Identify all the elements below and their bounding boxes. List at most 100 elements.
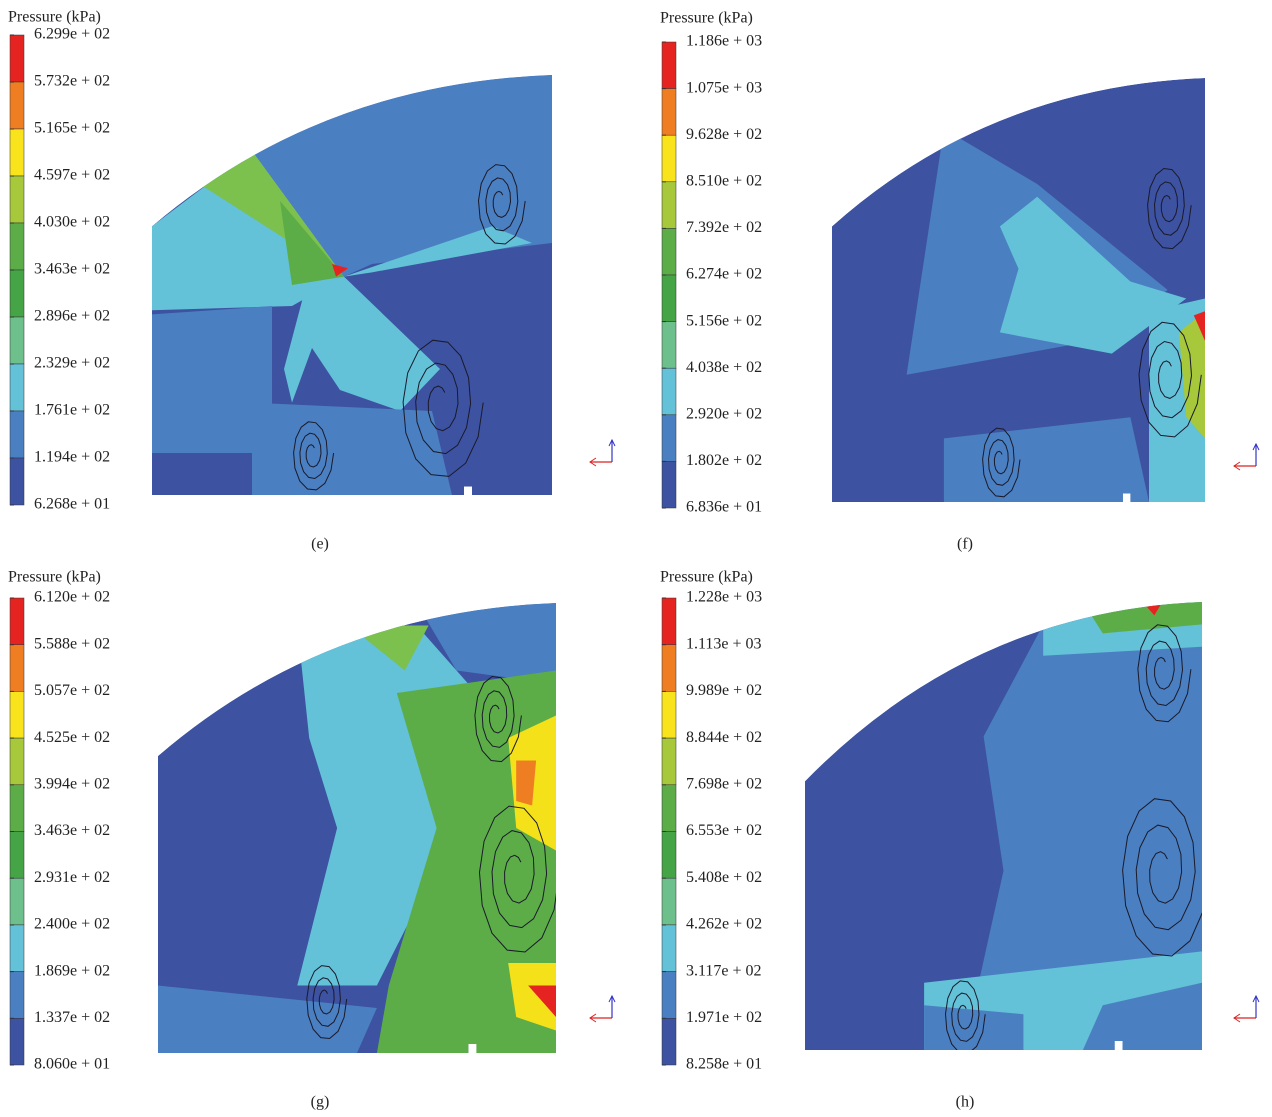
legend-swatch bbox=[662, 182, 676, 229]
panel: Pressure (kPa)6.299e + 02 5.732e + 02 5.16… bbox=[8, 9, 615, 553]
pressure-region bbox=[252, 403, 452, 495]
legend-label: 5.732e + 02 bbox=[34, 73, 110, 90]
legend-swatch bbox=[662, 832, 676, 879]
panel: Pressure (kPa)1.186e + 031.075e + 039.62… bbox=[660, 10, 1259, 553]
legend-label: 4.030e + 02 bbox=[34, 214, 110, 231]
legend-label: 3.994e + 02 bbox=[34, 775, 110, 792]
legend-label: 4.525e + 02 bbox=[34, 729, 110, 746]
legend-swatch bbox=[662, 228, 676, 275]
legend-label: 1.802e + 02 bbox=[686, 452, 762, 469]
legend-label: 1.337e + 02 bbox=[34, 1009, 110, 1026]
legend-label: 2.896e + 02 bbox=[34, 308, 110, 325]
legend-swatch bbox=[10, 598, 24, 645]
caption: (g) bbox=[311, 1094, 330, 1111]
legend-swatch bbox=[10, 738, 24, 785]
legend-title: Pressure (kPa) bbox=[8, 9, 101, 26]
legend-swatch bbox=[10, 223, 24, 270]
legend-swatch bbox=[662, 415, 676, 462]
legend-swatch bbox=[662, 598, 676, 645]
legend-swatch bbox=[662, 738, 676, 785]
legend-label: 6.268e + 01 bbox=[34, 496, 110, 513]
legend-label: 1.228e + 03 bbox=[686, 589, 762, 606]
contour-plot bbox=[832, 78, 1205, 502]
legend-swatch bbox=[662, 42, 676, 89]
legend-swatch bbox=[10, 129, 24, 176]
legend-label: 2.329e + 02 bbox=[34, 355, 110, 372]
legend-swatch bbox=[662, 785, 676, 832]
figure: Pressure (kPa)6.299e + 025.732e + 025.16… bbox=[0, 0, 1272, 1117]
legend-label: 5.057e + 02 bbox=[34, 682, 110, 699]
legend-label: 8.060e + 01 bbox=[34, 1056, 110, 1073]
legend-label: 5.408e + 02 bbox=[686, 869, 762, 886]
legend-swatch bbox=[10, 82, 24, 129]
legend-label: 1.194e + 02 bbox=[34, 449, 110, 466]
legend-label: 4.597e + 02 bbox=[34, 167, 110, 184]
legend-label: 4.262e + 02 bbox=[686, 916, 762, 933]
caption: (f) bbox=[957, 536, 973, 553]
legend-swatch bbox=[10, 270, 24, 317]
caption: (e) bbox=[311, 536, 329, 553]
legend-swatch bbox=[10, 878, 24, 925]
panel: Pressure (kPa) 6.120e + 02 5.588e + 02 5.05… bbox=[8, 569, 615, 1111]
legend-swatch bbox=[10, 411, 24, 458]
legend-label: 4.038e + 02 bbox=[686, 359, 762, 376]
legend-label: 6.120e + 02 bbox=[34, 589, 110, 606]
legend-swatch bbox=[10, 176, 24, 223]
panel: Pressure (kPa) 1.228e + 03 1.113e + 03 9.98… bbox=[660, 569, 1259, 1111]
legend-label: 9.989e + 02 bbox=[686, 682, 762, 699]
legend-label: 6.299e + 02 bbox=[34, 26, 110, 43]
legend-swatch bbox=[662, 368, 676, 415]
legend-label: 1.869e + 02 bbox=[34, 962, 110, 979]
legend-swatch bbox=[662, 135, 676, 182]
legend-swatch bbox=[10, 925, 24, 972]
legend-swatch bbox=[10, 364, 24, 411]
legend-swatch bbox=[10, 691, 24, 738]
legend-label: 3.463e + 02 bbox=[34, 822, 110, 839]
legend-label: 1.113e + 03 bbox=[686, 635, 762, 652]
legend-swatch bbox=[662, 691, 676, 738]
legend-swatch bbox=[662, 461, 676, 508]
legend-label: 7.698e + 02 bbox=[686, 775, 762, 792]
legend-swatch bbox=[10, 317, 24, 364]
legend-label: 5.165e + 02 bbox=[34, 120, 110, 137]
legend-label: 8.258e + 01 bbox=[686, 1056, 762, 1073]
legend-title: Pressure (kPa) bbox=[8, 569, 101, 586]
legend-swatch bbox=[662, 322, 676, 369]
contour-plot bbox=[152, 75, 552, 495]
contour-plot bbox=[158, 603, 559, 1053]
legend-label: 6.553e + 02 bbox=[686, 822, 762, 839]
legend-label: 5.588e + 02 bbox=[34, 635, 110, 652]
legend-label: 8.844e + 02 bbox=[686, 729, 762, 746]
caption: (h) bbox=[956, 1094, 975, 1111]
legend-swatch bbox=[662, 925, 676, 972]
legend-title: Pressure (kPa) bbox=[660, 569, 753, 586]
legend-label: 7.392e + 02 bbox=[686, 219, 762, 236]
legend-label: 6.274e + 02 bbox=[686, 266, 762, 283]
legend-label: 5.156e + 02 bbox=[686, 312, 762, 329]
legend-label: 2.920e + 02 bbox=[686, 405, 762, 422]
legend-swatch bbox=[10, 972, 24, 1019]
legend-label: 3.463e + 02 bbox=[34, 261, 110, 278]
legend-swatch bbox=[10, 458, 24, 505]
legend-swatch bbox=[10, 1018, 24, 1065]
legend-label: 2.400e + 02 bbox=[34, 916, 110, 933]
legend-swatch bbox=[10, 645, 24, 692]
legend-label: 2.931e + 02 bbox=[34, 869, 110, 886]
legend-swatch bbox=[10, 35, 24, 82]
legend-label: 1.971e + 02 bbox=[686, 1009, 762, 1026]
legend-swatch bbox=[662, 275, 676, 322]
legend-label: 6.836e + 01 bbox=[686, 499, 762, 516]
legend-label: 1.761e + 02 bbox=[34, 402, 110, 419]
legend-swatch bbox=[662, 645, 676, 692]
legend-label: 8.510e + 02 bbox=[686, 172, 762, 189]
legend-swatch bbox=[662, 972, 676, 1019]
legend-label: 3.117e + 02 bbox=[686, 962, 762, 979]
legend-swatch bbox=[10, 785, 24, 832]
legend-label: 1.075e + 03 bbox=[686, 79, 762, 96]
legend-swatch bbox=[662, 878, 676, 925]
legend-swatch bbox=[10, 832, 24, 879]
legend-label: 1.186e + 03 bbox=[686, 33, 762, 50]
legend-title: Pressure (kPa) bbox=[660, 10, 753, 27]
contour-plot bbox=[805, 602, 1209, 1054]
legend-swatch bbox=[662, 89, 676, 136]
